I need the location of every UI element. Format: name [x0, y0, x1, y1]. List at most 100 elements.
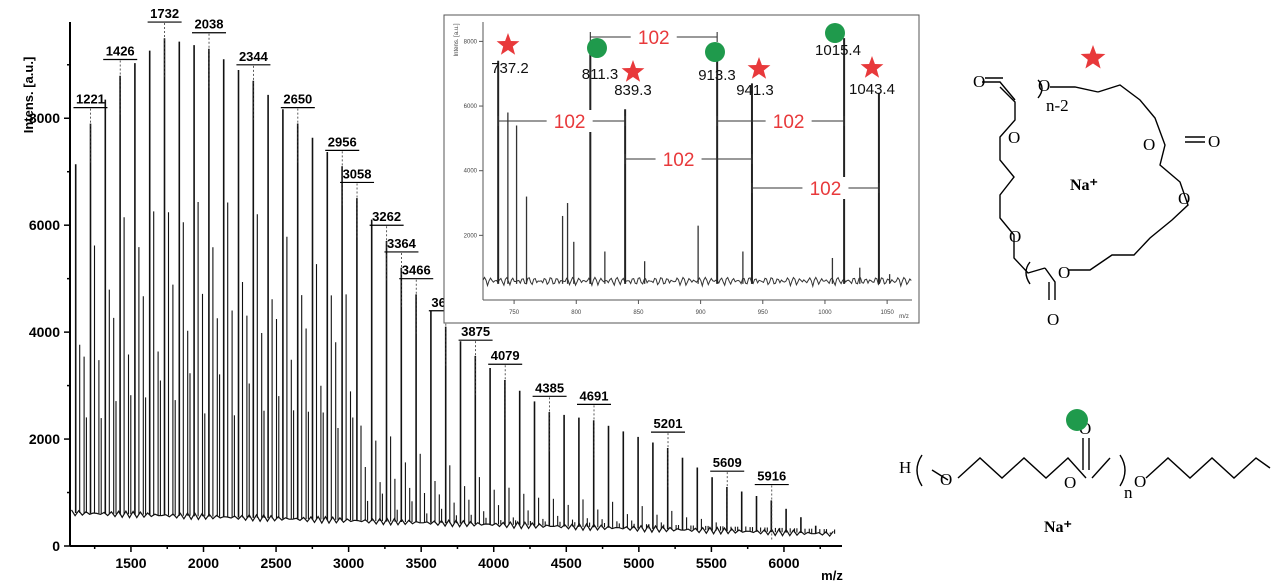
linear-chain-1 — [957, 457, 1087, 479]
inset-ticks: 750 800 850 900 950 1000 1050 2000 4000 6000 8000 — [464, 39, 895, 316]
main-y-axis-label: Intens. [a.u.] — [21, 57, 36, 134]
main-x-tick-label: 5500 — [696, 555, 727, 571]
inset-x-tick-label: 950 — [758, 310, 769, 316]
inset-bracket-label-bg — [765, 110, 812, 132]
inset-y-tick-label: 6000 — [464, 104, 478, 110]
main-peak-labels: 1221 1426 1732 2038 2344 2650 2956 3058 3262 3364… — [73, 6, 789, 541]
inset-x-tick-label: 1000 — [818, 310, 832, 316]
linear-n-label: n — [1124, 483, 1133, 502]
inset-x-axis-label: m/z — [899, 314, 909, 320]
cyclic-right-chain — [1068, 84, 1189, 271]
cyclic-top-carbonyl — [982, 81, 1016, 101]
main-y-tick-label: 4000 — [29, 324, 60, 340]
cyclic-o-1: O — [973, 72, 985, 91]
main-peak-label: 5609 — [713, 455, 742, 470]
main-peak-label: 1732 — [150, 6, 179, 21]
red-star-icon — [1080, 45, 1106, 69]
inset-x-tick-label: 900 — [696, 310, 707, 316]
inset-y-tick-label: 4000 — [464, 169, 478, 175]
inset-y-tick-label: 8000 — [464, 39, 478, 45]
inset-bracket-label-bg — [546, 110, 593, 132]
green-circle-icon — [825, 23, 845, 43]
red-star-icon — [496, 33, 520, 55]
inset-spacing-label: 102 — [773, 112, 805, 133]
inset-peak-label: 811.3 — [582, 66, 618, 83]
linear-structure: H O O O n O Na⁺ — [899, 419, 1271, 536]
inset-y-axis-label: Intens. [a.u.] — [454, 23, 460, 56]
green-circle-icon — [1066, 409, 1088, 431]
cyclic-n-label: n-2 — [1046, 96, 1069, 115]
inset-bracket-label-bg — [802, 177, 849, 199]
cyclic-left-chain — [999, 86, 1046, 274]
main-x-tick-label: 5000 — [623, 555, 654, 571]
linear-h-label: H — [899, 458, 911, 477]
main-peak-label: 2344 — [239, 49, 269, 64]
cyclic-o-8: O — [1208, 132, 1220, 151]
inset-chart: Intens. [a.u.] m/z 750 800 850 900 950 1000 10… — [443, 14, 920, 324]
main-y-tick-label: 8000 — [29, 110, 60, 126]
inset-baseline — [482, 276, 912, 289]
main-peak-label: 1426 — [106, 43, 135, 58]
inset-spacing-label: 102 — [638, 28, 670, 49]
main-peak-label: 4079 — [491, 348, 520, 363]
main-peak-label: 3466 — [402, 263, 431, 278]
inset-spacing-brackets: 102 102 102 102 102 — [497, 26, 880, 200]
main-peak-label: 3875 — [461, 324, 490, 339]
inset-spacing-label: 102 — [810, 179, 842, 200]
inset-bracket-label-bg — [655, 148, 702, 170]
cyclic-o-7: O — [1143, 135, 1155, 154]
cyclic-structure: O O O O O O O O O n-2 Na⁺ — [973, 72, 1220, 329]
red-star-icon — [747, 57, 771, 79]
main-x-tick-label: 4000 — [478, 555, 509, 571]
cyclic-top-chain — [1050, 86, 1099, 93]
main-peak-label: 3262 — [372, 209, 401, 224]
cyclic-o-4: O — [1009, 227, 1021, 246]
linear-o-3: O — [1134, 472, 1146, 491]
linear-na-ion: Na⁺ — [1044, 519, 1072, 536]
main-x-tick-label: 1500 — [115, 555, 146, 571]
main-x-axis-label: m/z — [821, 568, 843, 583]
cyclic-o-3: O — [1008, 128, 1020, 147]
linear-bond-b — [1091, 457, 1111, 479]
cyclic-bottom-carbonyl — [1044, 267, 1056, 300]
inset-peak-label: 839.3 — [614, 82, 652, 99]
main-peak-label: 5201 — [654, 416, 683, 431]
main-peak-label: 5916 — [757, 469, 786, 484]
main-x-tick-label: 2000 — [188, 555, 219, 571]
linear-bracket-right — [1119, 454, 1126, 487]
cyclic-o-9: O — [1178, 189, 1190, 208]
cyclic-repeat-bracket-top — [1037, 79, 1043, 99]
linear-bracket-left — [916, 454, 923, 487]
inset-x-tick-label: 750 — [509, 310, 520, 316]
main-peak-label: 3058 — [343, 166, 372, 181]
linear-chain-2 — [1145, 457, 1271, 479]
main-peak-label: 4385 — [535, 380, 564, 395]
inset-bracket-label-bg — [630, 26, 677, 48]
linear-bond-a — [931, 469, 949, 481]
inset-peak-label: 1043.4 — [849, 81, 895, 98]
main-baseline — [70, 509, 834, 538]
main-spectrum-trace — [70, 38, 836, 538]
main-peak-label: 2956 — [328, 134, 357, 149]
cyclic-na-ion: Na⁺ — [1070, 177, 1098, 194]
main-peak-label: 2038 — [195, 17, 224, 32]
inset-peak-label: 913.3 — [698, 67, 736, 84]
cyclic-o-2: O — [1038, 76, 1050, 95]
main-x-tick-label: 4500 — [551, 555, 582, 571]
linear-o-2: O — [1064, 473, 1076, 492]
inset-x-tick-label: 800 — [571, 310, 582, 316]
main-y-tick-label: 0 — [52, 538, 60, 554]
inset-peak-label: 941.3 — [736, 82, 774, 99]
cyclic-repeat-bracket-bottom — [1025, 261, 1031, 285]
red-star-icon — [860, 56, 884, 78]
green-circle-icon — [587, 38, 607, 58]
main-peak-label: 1221 — [76, 92, 105, 107]
linear-o-1: O — [940, 470, 952, 489]
main-ticks: 1500 2000 2500 3000 3500 4000 4500 5000 5500 6000… — [29, 64, 821, 571]
structure-markers — [1066, 45, 1106, 431]
cyclic-o-6: O — [1047, 310, 1059, 329]
green-circle-icon — [705, 42, 725, 62]
main-peak-label: 3364 — [387, 236, 417, 251]
inset-spacing-label: 102 — [663, 150, 695, 171]
